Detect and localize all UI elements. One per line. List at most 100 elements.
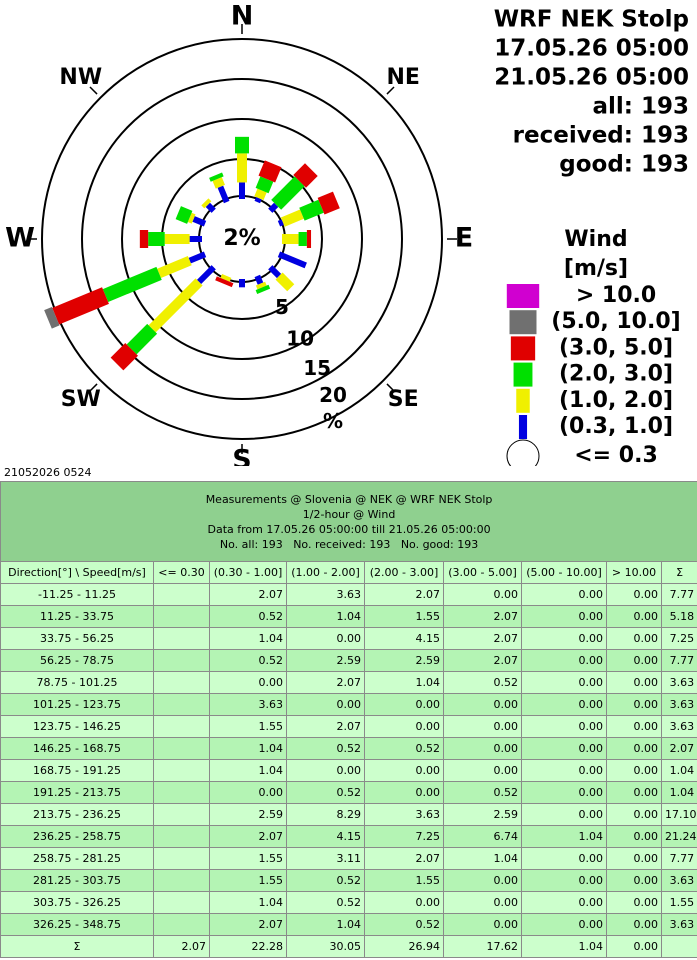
bar-segment — [188, 251, 207, 264]
direction-cell: 123.75 - 146.25 — [0, 715, 154, 738]
sector — [254, 274, 271, 295]
compass-label: W — [5, 223, 35, 254]
value-cell: 2.07 — [443, 649, 522, 672]
value-cell: 0.00 — [364, 693, 444, 716]
timestamp: 21052026 0524 — [4, 466, 92, 479]
column-header: <= 0.30 — [153, 561, 210, 584]
column-header: (2.00 - 3.00] — [364, 561, 444, 584]
bar-segment — [220, 274, 232, 282]
table-row: 146.25 - 168.75 1.04 0.52 0.52 0.00 0.00 0.00 2… — [0, 737, 697, 760]
table-row: -11.25 - 11.25 2.07 3.63 2.07 0.00 0.00 0.00 7.… — [0, 583, 697, 606]
bar-segment — [317, 191, 340, 215]
value-cell: 0.00 — [606, 869, 662, 892]
value-cell: 7.77 — [660, 583, 697, 606]
value-cell: 0.00 — [606, 583, 662, 606]
value-cell — [153, 671, 210, 694]
sector — [277, 251, 307, 269]
value-cell: 0.00 — [521, 605, 607, 628]
column-header: > 10.00 — [606, 561, 662, 584]
direction-cell: 168.75 - 191.25 — [0, 759, 154, 782]
value-cell — [660, 935, 697, 958]
value-cell — [153, 737, 210, 760]
value-cell: 1.55 — [209, 847, 287, 870]
value-cell — [153, 847, 210, 870]
table-row: 123.75 - 146.25 1.55 2.07 0.00 0.00 0.00 0.00 3… — [0, 715, 697, 738]
value-cell: 2.07 — [286, 715, 365, 738]
value-cell: 0.52 — [209, 649, 287, 672]
value-cell: 0.00 — [606, 913, 662, 936]
legend-swatch — [513, 362, 533, 387]
value-cell — [153, 759, 210, 782]
table-row: 33.75 - 56.25 1.04 0.00 4.15 2.07 0.00 0.00 7.2… — [0, 627, 697, 650]
value-cell: 0.00 — [521, 847, 607, 870]
calm-label: 2% — [223, 226, 260, 251]
value-cell: 3.63 — [660, 715, 697, 738]
table-row: 236.25 - 258.75 2.07 4.15 7.25 6.74 1.04 0.00 2… — [0, 825, 697, 848]
compass-label: E — [455, 223, 473, 254]
table-row: 168.75 - 191.25 1.04 0.00 0.00 0.00 0.00 0.00 1… — [0, 759, 697, 782]
value-cell: 2.07 — [286, 671, 365, 694]
sector — [44, 251, 207, 329]
bar-segment — [277, 219, 284, 227]
value-cell: 22.28 — [209, 935, 287, 958]
value-cell: 0.00 — [521, 869, 607, 892]
bar-segment — [52, 287, 109, 325]
value-cell: 0.00 — [286, 627, 365, 650]
sector — [139, 230, 202, 248]
value-cell — [153, 627, 210, 650]
bar-segment — [268, 202, 279, 213]
value-cell: 0.00 — [443, 869, 522, 892]
sector — [268, 163, 318, 213]
value-cell: 0.52 — [364, 737, 444, 760]
column-header: (5.00 - 10.00] — [521, 561, 607, 584]
value-cell: 1.55 — [209, 869, 287, 892]
direction-cell: 33.75 - 56.25 — [0, 627, 154, 650]
value-cell: 2.07 — [153, 935, 210, 958]
value-cell: 0.00 — [209, 671, 287, 694]
value-cell: 0.52 — [443, 781, 522, 804]
value-cell: 0.00 — [606, 891, 662, 914]
bar-segment — [212, 177, 225, 189]
bar-segment — [164, 234, 190, 244]
bar-segment — [255, 284, 271, 295]
value-cell: 0.00 — [443, 913, 522, 936]
bar-segment — [139, 230, 149, 248]
value-cell: 2.07 — [364, 847, 444, 870]
bar-segment — [148, 232, 165, 246]
direction-cell: 213.75 - 236.25 — [0, 803, 154, 826]
ring — [121, 118, 363, 360]
bar-segment — [189, 236, 202, 242]
column-header: (3.00 - 5.00] — [443, 561, 522, 584]
bar-segment — [268, 265, 282, 279]
value-cell: 26.94 — [364, 935, 444, 958]
value-cell: 3.63 — [660, 913, 697, 936]
subtitle: all: 193 — [592, 94, 689, 120]
value-cell: 0.00 — [521, 781, 607, 804]
compass-tick — [386, 383, 395, 392]
value-cell: 1.55 — [660, 891, 697, 914]
ring-unit: % — [323, 409, 343, 433]
bar-segment — [271, 176, 305, 210]
value-cell: 0.00 — [364, 891, 444, 914]
bar-segment — [255, 176, 274, 194]
value-cell: 1.55 — [209, 715, 287, 738]
compass-tick — [89, 383, 98, 392]
value-cell: 2.59 — [443, 803, 522, 826]
table-row: 11.25 - 33.75 0.52 1.04 1.55 2.07 0.00 0.00 5.1… — [0, 605, 697, 628]
compass-label: SW — [61, 387, 101, 412]
subtitle: 17.05.26 05:00 — [494, 36, 689, 62]
value-cell — [153, 825, 210, 848]
table-row: 101.25 - 123.75 3.63 0.00 0.00 0.00 0.00 0.00 3… — [0, 693, 697, 716]
value-cell: 4.15 — [364, 627, 444, 650]
legend-label: (3.0, 5.0] — [559, 335, 673, 360]
value-cell: 0.00 — [443, 715, 522, 738]
bar-segment — [110, 343, 138, 371]
value-cell: 3.63 — [364, 803, 444, 826]
table-header: Measurements @ Slovenia @ NEK @ WRF NEK … — [0, 481, 697, 562]
bar-segment — [187, 212, 196, 224]
compass-label: NE — [386, 65, 419, 90]
value-cell: 1.04 — [660, 781, 697, 804]
direction-cell: 236.25 - 258.75 — [0, 825, 154, 848]
bar-segment — [102, 266, 162, 303]
